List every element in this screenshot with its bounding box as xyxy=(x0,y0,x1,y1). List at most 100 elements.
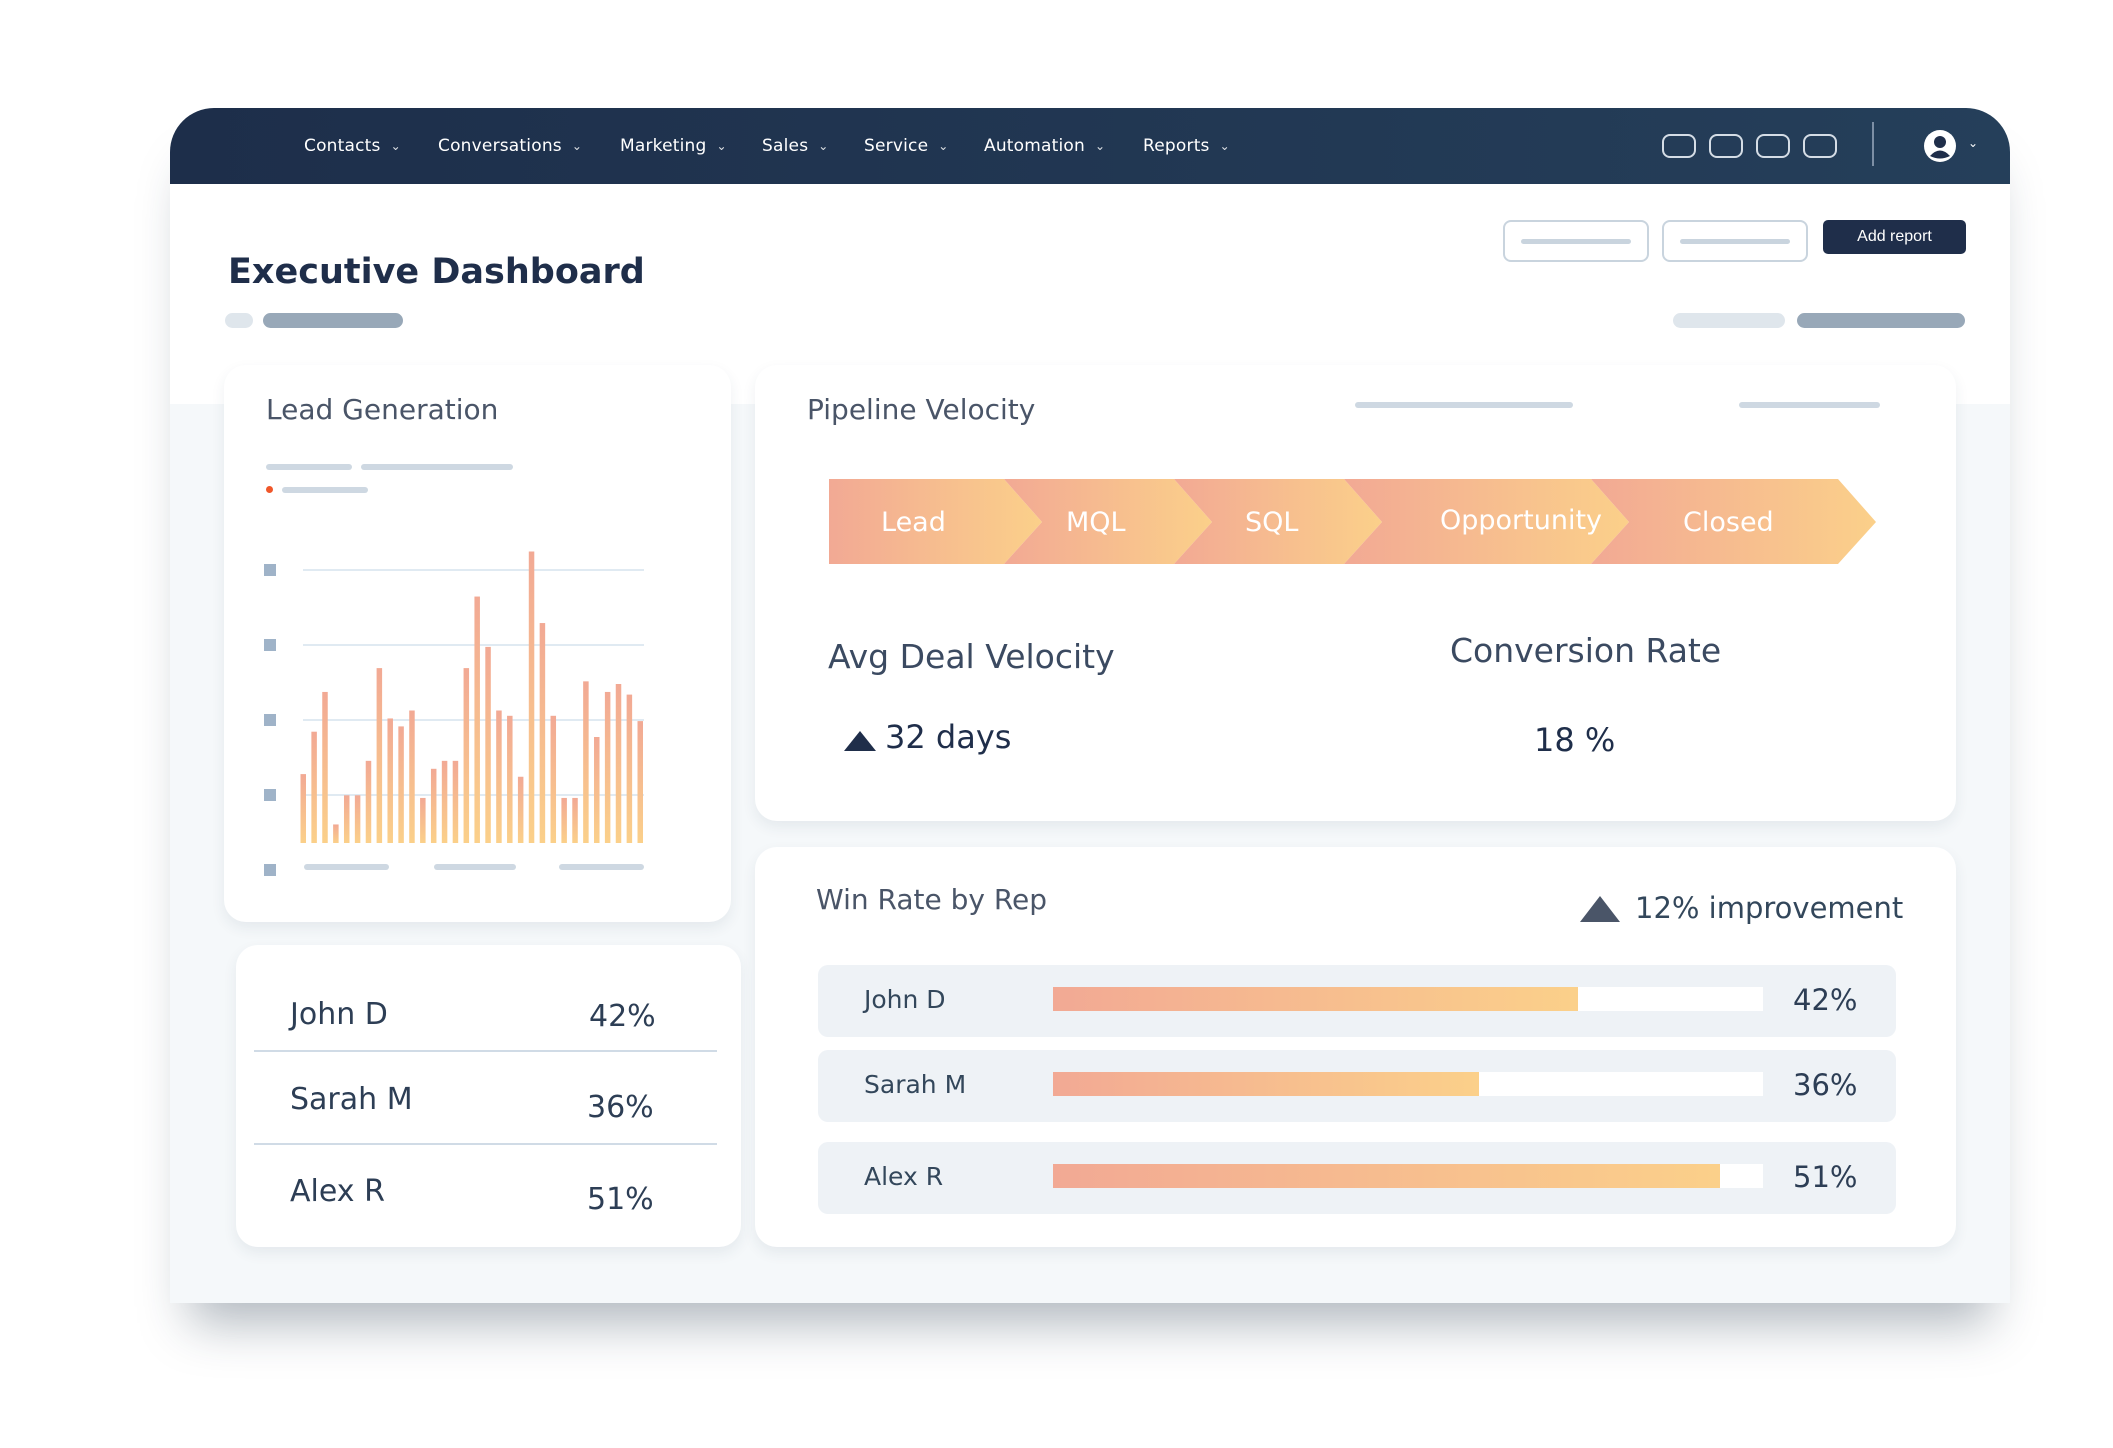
avg-deal-velocity-label: Avg Deal Velocity xyxy=(828,637,1115,676)
nav-divider xyxy=(1872,122,1874,166)
lead-bar xyxy=(637,721,643,843)
lead-bar xyxy=(365,760,372,843)
pipeline-velocity-title: Pipeline Velocity xyxy=(807,393,1036,426)
lead-bar xyxy=(594,737,600,843)
rep-value: 42% xyxy=(589,999,656,1034)
avg-deal-velocity-value: 32 days xyxy=(885,718,1012,756)
x-tick-placeholder xyxy=(559,864,644,870)
breadcrumb-placeholder xyxy=(263,313,403,328)
pipeline-stages: Lead MQL SQL Opportunity Closed xyxy=(829,479,1876,564)
nav-label: Reports xyxy=(1143,136,1210,156)
user-avatar-icon[interactable] xyxy=(1924,130,1956,162)
nav-service[interactable]: Service ⌄ xyxy=(864,108,949,184)
stage-label: Closed xyxy=(1683,507,1774,538)
chevron-down-icon: ⌄ xyxy=(390,139,401,153)
nav-placeholder-icon[interactable] xyxy=(1803,134,1837,158)
stage-label: MQL xyxy=(1066,507,1126,538)
nav-placeholder-icon[interactable] xyxy=(1756,134,1790,158)
x-tick-placeholder xyxy=(434,864,516,870)
rep-name: Alex R xyxy=(864,1162,944,1191)
nav-label: Automation xyxy=(984,136,1086,156)
rep-name: John D xyxy=(864,985,946,1014)
lead-bar xyxy=(528,551,535,843)
lead-bar xyxy=(583,681,589,843)
nav-automation[interactable]: Automation ⌄ xyxy=(984,108,1105,184)
chevron-down-icon: ⌄ xyxy=(1095,139,1106,153)
win-rate-row: Sarah M 36% xyxy=(818,1050,1896,1122)
lead-bar xyxy=(343,795,350,843)
x-tick-placeholder xyxy=(304,864,389,870)
lead-bar xyxy=(376,668,383,843)
lead-bar xyxy=(354,795,361,843)
lead-bar xyxy=(322,691,328,843)
lead-bar xyxy=(474,596,480,843)
win-rate-bar xyxy=(1053,987,1579,1011)
chevron-down-icon: ⌄ xyxy=(1219,139,1230,153)
nav-label: Service xyxy=(864,136,929,156)
lead-bar xyxy=(333,824,339,843)
header-placeholder xyxy=(1739,402,1880,408)
rep-value: 36% xyxy=(587,1090,654,1125)
lead-bar xyxy=(430,768,437,843)
win-rate-track xyxy=(1053,987,1763,1011)
nav-placeholder-icon[interactable] xyxy=(1709,134,1743,158)
stage-closed[interactable]: Closed xyxy=(1591,479,1876,564)
top-navigation: Contacts ⌄ Conversations ⌄ Marketing ⌄ Sale… xyxy=(170,108,2010,184)
chevron-down-icon[interactable]: ⌄ xyxy=(1968,136,1979,150)
nav-marketing[interactable]: Marketing ⌄ xyxy=(620,108,727,184)
lead-bar xyxy=(452,760,459,843)
conversion-rate-label: Conversion Rate xyxy=(1450,631,1722,670)
improvement-text: 12% improvement xyxy=(1635,891,1904,925)
lead-bar xyxy=(409,710,415,843)
toolbar-placeholder xyxy=(1673,313,1785,328)
stage-label: Opportunity xyxy=(1440,505,1602,536)
rep-win-rate: 51% xyxy=(1793,1160,1858,1194)
rep-win-rate: 42% xyxy=(1793,983,1858,1017)
win-rate-bar xyxy=(1053,1164,1721,1188)
win-rate-row: Alex R 51% xyxy=(818,1142,1896,1214)
filter-button[interactable] xyxy=(1503,220,1649,262)
rep-name: Sarah M xyxy=(290,1082,413,1117)
win-rate-title: Win Rate by Rep xyxy=(816,883,1048,916)
legend-placeholder xyxy=(361,464,513,470)
lead-bar xyxy=(463,668,470,843)
add-report-button[interactable]: Add report xyxy=(1823,220,1966,254)
lead-bar xyxy=(441,760,448,843)
rep-value: 51% xyxy=(587,1182,654,1217)
chevron-down-icon: ⌄ xyxy=(716,139,727,153)
nav-conversations[interactable]: Conversations ⌄ xyxy=(438,108,582,184)
lead-bar xyxy=(398,726,404,843)
nav-reports[interactable]: Reports ⌄ xyxy=(1143,108,1230,184)
breadcrumb-placeholder xyxy=(225,313,253,328)
pipeline-velocity-card: Pipeline Velocity Lead MQL SQL xyxy=(755,365,1956,821)
app-window: Contacts ⌄ Conversations ⌄ Marketing ⌄ Sale… xyxy=(170,108,2010,1303)
toolbar-placeholder xyxy=(1797,313,1965,328)
lead-bar xyxy=(539,623,546,843)
conversion-rate-value: 18 % xyxy=(1534,721,1616,759)
stage-lead[interactable]: Lead xyxy=(829,479,1042,564)
stage-sql[interactable]: SQL xyxy=(1174,479,1382,564)
lead-bar xyxy=(572,797,578,843)
legend-placeholder xyxy=(266,464,352,470)
date-range-button[interactable] xyxy=(1662,220,1808,262)
win-rate-card: Win Rate by Rep 12% improvement John D 4… xyxy=(755,847,1956,1247)
chevron-down-icon: ⌄ xyxy=(571,139,583,153)
nav-contacts[interactable]: Contacts ⌄ xyxy=(304,108,401,184)
nav-placeholder-icon[interactable] xyxy=(1662,134,1696,158)
rep-win-rate: 36% xyxy=(1793,1068,1858,1102)
lead-bar xyxy=(615,684,622,843)
header-placeholder xyxy=(1355,402,1573,408)
lead-bar xyxy=(496,710,502,843)
nav-label: Sales xyxy=(762,136,809,156)
legend-dot xyxy=(266,486,273,493)
trend-up-icon xyxy=(1580,896,1620,922)
win-rate-track xyxy=(1053,1072,1763,1096)
trend-up-icon xyxy=(844,731,876,751)
rep-name: Sarah M xyxy=(864,1070,967,1099)
stage-opportunity[interactable]: Opportunity xyxy=(1344,479,1629,564)
chevron-down-icon: ⌄ xyxy=(938,139,949,153)
stage-mql[interactable]: MQL xyxy=(1004,479,1212,564)
nav-sales[interactable]: Sales ⌄ xyxy=(762,108,829,184)
lead-generation-title: Lead Generation xyxy=(266,393,499,426)
lead-bar xyxy=(626,694,633,843)
